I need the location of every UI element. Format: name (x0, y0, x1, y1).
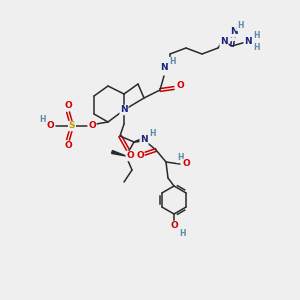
Text: O: O (170, 221, 178, 230)
Text: H: H (237, 22, 243, 31)
Text: O: O (64, 142, 72, 151)
Text: O: O (136, 152, 144, 160)
Text: H: H (253, 32, 259, 40)
Text: O: O (126, 152, 134, 160)
Text: N: N (120, 106, 128, 115)
Text: N: N (140, 136, 148, 145)
Text: S: S (69, 122, 75, 130)
Text: H: H (149, 130, 155, 139)
Text: O: O (64, 101, 72, 110)
Text: O: O (182, 160, 190, 169)
Text: H: H (229, 32, 235, 40)
Text: O: O (46, 122, 54, 130)
Text: N: N (160, 64, 168, 73)
Text: N: N (230, 28, 238, 37)
Text: H: H (177, 154, 183, 163)
Text: O: O (88, 122, 96, 130)
Text: H: H (169, 58, 175, 67)
Text: H: H (179, 230, 185, 238)
Polygon shape (112, 151, 126, 156)
Text: H: H (39, 116, 45, 124)
Text: O: O (176, 82, 184, 91)
Text: N: N (220, 38, 228, 46)
Polygon shape (134, 139, 142, 142)
Text: N: N (244, 38, 252, 46)
Text: H: H (253, 44, 259, 52)
